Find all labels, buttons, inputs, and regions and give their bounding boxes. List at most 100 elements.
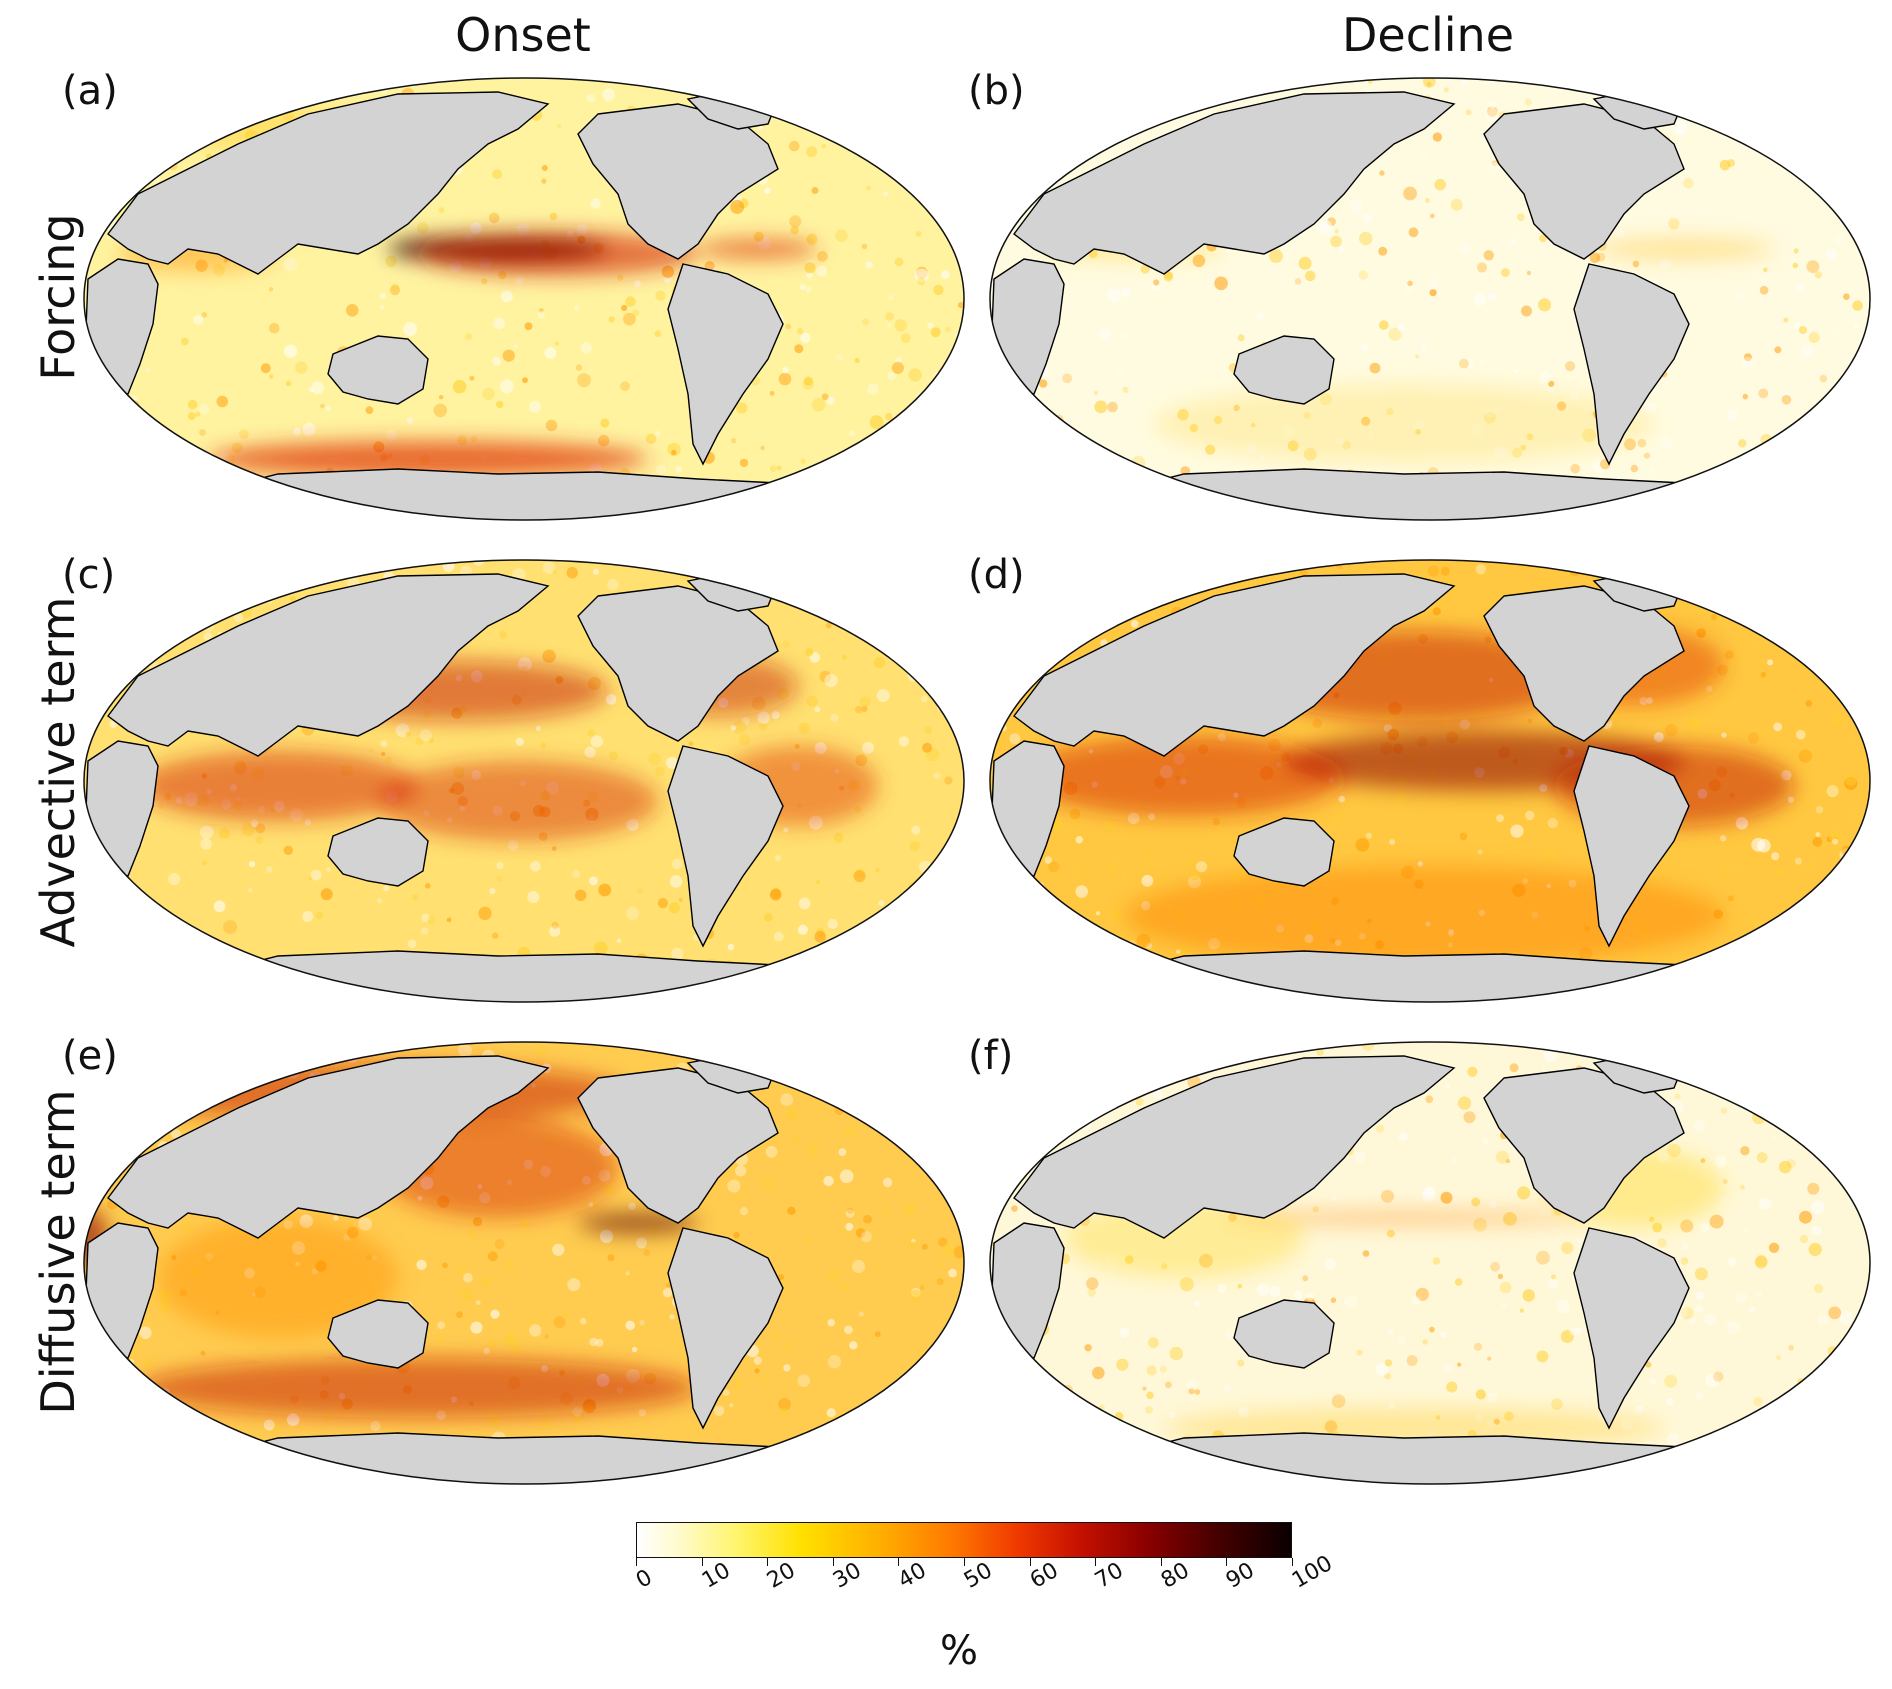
field-speckle bbox=[796, 556, 800, 558]
field-speckle bbox=[1527, 718, 1533, 724]
field-speckle bbox=[1386, 1229, 1395, 1238]
field-speckle bbox=[1767, 560, 1774, 564]
field-speckle bbox=[1831, 713, 1844, 726]
field-speckle bbox=[1590, 513, 1601, 520]
field-speckle bbox=[1117, 370, 1124, 376]
field-speckle bbox=[470, 435, 478, 443]
field-speckle bbox=[1384, 1359, 1393, 1367]
field-speckle bbox=[1095, 948, 1108, 962]
field-speckle bbox=[1526, 270, 1532, 276]
field-speckle bbox=[860, 1231, 872, 1243]
field-speckle bbox=[1420, 343, 1428, 351]
field-speckle bbox=[1153, 1089, 1163, 1099]
field-speckle bbox=[1487, 1356, 1492, 1361]
field-speckle bbox=[623, 312, 636, 326]
field-speckle bbox=[854, 705, 863, 714]
field-speckle bbox=[900, 333, 911, 344]
field-speckle bbox=[1257, 1283, 1270, 1296]
field-speckle bbox=[954, 145, 964, 156]
field-speckle bbox=[1118, 980, 1127, 989]
field-speckle bbox=[1748, 594, 1754, 601]
field-speckle bbox=[107, 1461, 119, 1473]
field-speckle bbox=[1140, 264, 1150, 274]
colorbar-tick-label: 0 bbox=[632, 1565, 657, 1594]
field-speckle bbox=[938, 989, 943, 994]
field-speckle bbox=[1165, 1065, 1177, 1077]
field-speckle bbox=[1524, 810, 1535, 821]
field-speckle bbox=[1003, 1080, 1018, 1095]
field-speckle bbox=[379, 305, 385, 310]
landmass bbox=[1573, 263, 1690, 466]
field-speckle bbox=[1840, 122, 1852, 135]
field-speckle bbox=[845, 1222, 854, 1231]
field-speckle bbox=[1450, 198, 1463, 211]
field-speckle bbox=[302, 422, 316, 436]
field-speckle bbox=[577, 1272, 583, 1278]
field-speckle bbox=[904, 574, 913, 583]
field-speckle bbox=[87, 598, 97, 608]
field-speckle bbox=[1860, 224, 1866, 230]
field-speckle bbox=[469, 375, 475, 381]
landmass bbox=[327, 817, 429, 887]
field-speckle bbox=[1017, 519, 1027, 520]
field-speckle bbox=[727, 943, 735, 951]
field-speckle bbox=[789, 215, 802, 228]
field-speckle bbox=[785, 323, 792, 330]
field-speckle bbox=[1440, 1191, 1453, 1204]
map-outline bbox=[83, 559, 965, 1003]
field-speckle bbox=[195, 411, 201, 417]
field-speckle bbox=[878, 110, 891, 123]
field-speckle bbox=[1194, 1389, 1201, 1395]
field-speckle bbox=[1145, 942, 1153, 949]
field-speckle bbox=[1685, 1000, 1693, 1002]
field-speckle bbox=[1853, 323, 1859, 329]
field-speckle bbox=[917, 277, 926, 286]
field-speckle bbox=[1101, 78, 1108, 81]
field-speckle bbox=[919, 1285, 925, 1291]
field-speckle bbox=[524, 322, 533, 331]
field-speckle bbox=[804, 262, 816, 274]
field-speckle bbox=[1660, 969, 1673, 982]
field-speckle bbox=[1331, 1394, 1346, 1408]
field-speckle bbox=[380, 740, 388, 748]
field-speckle bbox=[958, 1362, 964, 1374]
field-speckle bbox=[793, 1044, 799, 1049]
field-speckle bbox=[1445, 1083, 1451, 1089]
field-speckle bbox=[1109, 909, 1122, 922]
field-speckle bbox=[1459, 358, 1469, 369]
field-speckle bbox=[996, 644, 1010, 659]
field-speckle bbox=[504, 1333, 518, 1347]
field-speckle bbox=[1570, 463, 1580, 474]
field-speckle bbox=[540, 1415, 554, 1429]
column-title-onset: Onset bbox=[455, 8, 591, 62]
field-speckle bbox=[1237, 1359, 1245, 1367]
field-speckle bbox=[1483, 250, 1494, 261]
field-speckle bbox=[1841, 395, 1850, 404]
field-speckle bbox=[97, 931, 103, 937]
field-speckle bbox=[1172, 1066, 1182, 1076]
field-speckle bbox=[945, 1438, 950, 1443]
field-speckle bbox=[1148, 999, 1154, 1002]
field-speckle bbox=[908, 368, 922, 382]
field-speckle bbox=[1233, 560, 1246, 565]
field-speckle bbox=[433, 403, 448, 418]
field-speckle bbox=[511, 1345, 521, 1355]
field-speckle bbox=[635, 78, 643, 86]
field-speckle bbox=[1740, 1184, 1745, 1190]
field-speckle bbox=[530, 861, 541, 872]
landmass bbox=[107, 573, 550, 757]
field-speckle bbox=[1680, 1306, 1694, 1320]
field-speckle bbox=[990, 900, 998, 912]
field-speckle bbox=[100, 388, 110, 398]
field-speckle bbox=[908, 1229, 919, 1240]
field-speckle bbox=[87, 149, 95, 158]
field-speckle bbox=[957, 1339, 963, 1345]
field-speckle bbox=[201, 975, 206, 980]
field-speckle bbox=[157, 444, 163, 450]
field-speckle bbox=[1851, 740, 1856, 745]
field-speckle bbox=[953, 721, 963, 731]
field-speckle bbox=[835, 229, 848, 242]
map-outline bbox=[83, 77, 965, 521]
field-speckle bbox=[1725, 1449, 1737, 1461]
field-speckle bbox=[920, 695, 928, 703]
